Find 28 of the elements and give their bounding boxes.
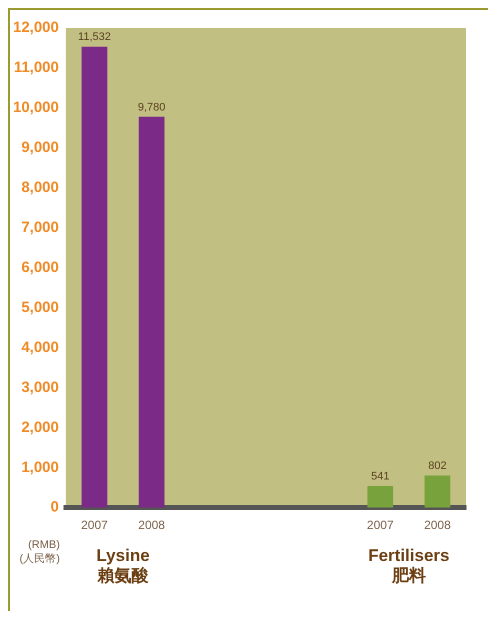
text: Fertilisers 肥料	[368, 546, 450, 585]
y-tick-label: 9,000	[21, 139, 59, 156]
y-tick-label: 12,000	[12, 19, 59, 36]
bar	[424, 476, 450, 508]
y-tick-label: 3,000	[21, 378, 59, 396]
data-label: 9,780	[138, 101, 166, 114]
data-label: 802	[428, 460, 447, 472]
y-tick-label: 7,000	[21, 218, 59, 236]
y-tick-label: 11,000	[14, 59, 59, 76]
x-tick-label: 2007	[81, 518, 108, 532]
data-label: 541	[371, 470, 390, 483]
bar	[138, 116, 164, 508]
y-tick-label: 5,000	[21, 298, 59, 316]
x-tick-label: 2008	[424, 518, 452, 532]
y-tick-label: 2,000	[21, 418, 59, 436]
x-tick-label: 2007	[366, 518, 394, 532]
y-tick-label: 8,000	[21, 179, 59, 196]
y-axis-title: (RMB) (人民幣)	[20, 539, 60, 566]
bar	[82, 46, 108, 508]
y-tick-label: 0	[50, 498, 59, 516]
y-tick-label: 10,000	[12, 99, 59, 116]
y-tick-label: 4,000	[21, 338, 59, 356]
bar	[367, 486, 394, 508]
text: Lysine 賴氨酸	[96, 546, 150, 585]
y-tick-label: 6,000	[21, 258, 59, 276]
x-tick-label: 2008	[138, 518, 166, 532]
y-tick-label: 1,000	[21, 458, 59, 476]
data-label: 11,532	[78, 31, 111, 44]
